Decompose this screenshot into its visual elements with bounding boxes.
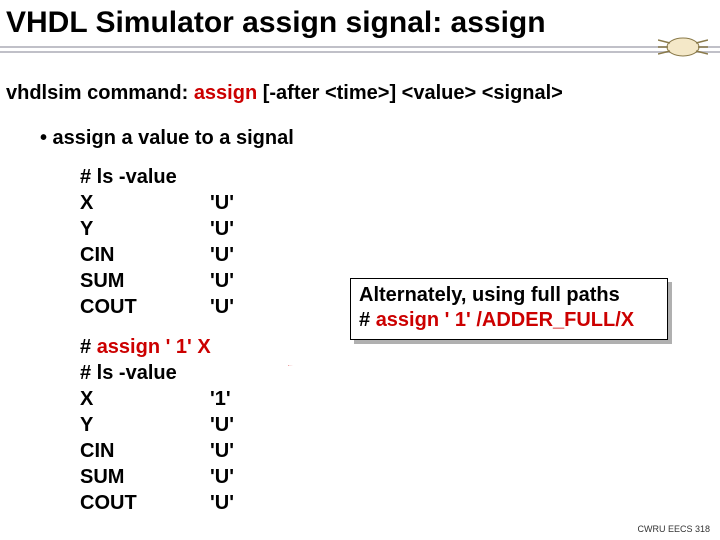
assign-command-red: assign ' 1' X: [97, 336, 211, 358]
signal-name: X: [80, 386, 210, 412]
ls-command-2: # ls -value: [80, 360, 720, 386]
terminal-block-2: # ls -value X'1'Y'U'CIN'U'SUM'U'COUT'U': [0, 360, 720, 516]
signal-value: 'U': [210, 190, 234, 216]
signal-value: 'U': [210, 242, 234, 268]
bullet-description: • assign a value to a signal: [0, 105, 720, 150]
command-keyword: assign: [194, 82, 257, 104]
signal-name: CIN: [80, 242, 210, 268]
callout-line1: Alternately, using full paths: [359, 283, 659, 308]
chip-icon: [658, 32, 708, 62]
footer-text: CWRU EECS 318: [637, 524, 710, 534]
signal-row: CIN'U': [80, 438, 720, 464]
signal-row: SUM'U': [80, 464, 720, 490]
signal-name: Y: [80, 412, 210, 438]
signal-name: SUM: [80, 464, 210, 490]
command-args: [-after <time>] <value> <signal>: [257, 82, 563, 104]
signal-name: CIN: [80, 438, 210, 464]
signal-row: COUT'U': [80, 490, 720, 516]
signal-value: 'U': [210, 490, 234, 516]
signal-value: 'U': [210, 216, 234, 242]
signal-value: 'U': [210, 464, 234, 490]
arrow-icon: [228, 365, 356, 367]
signal-name: COUT: [80, 490, 210, 516]
signal-value: 'U': [210, 412, 234, 438]
signal-row: X'1': [80, 386, 720, 412]
callout-command-red: assign ' 1' /ADDER_FULL/X: [376, 309, 634, 331]
signal-name: X: [80, 190, 210, 216]
signal-row: CIN'U': [80, 242, 720, 268]
signal-value: 'U': [210, 294, 234, 320]
signal-row: Y'U': [80, 216, 720, 242]
command-syntax: vhdlsim command: assign [-after <time>] …: [0, 68, 720, 105]
signal-row: X'U': [80, 190, 720, 216]
hash-prompt: #: [80, 336, 97, 358]
signal-row: Y'U': [80, 412, 720, 438]
divider: [0, 46, 720, 68]
signal-name: COUT: [80, 294, 210, 320]
command-prefix: vhdlsim command:: [6, 82, 194, 104]
signal-name: SUM: [80, 268, 210, 294]
signal-value: 'U': [210, 438, 234, 464]
callout-box: Alternately, using full paths # assign '…: [350, 278, 668, 340]
callout-hash: #: [359, 309, 376, 331]
signal-value: 'U': [210, 268, 234, 294]
ls-command-1: # ls -value: [80, 164, 720, 190]
signal-name: Y: [80, 216, 210, 242]
slide-title: VHDL Simulator assign signal: assign: [0, 0, 720, 44]
signal-value: '1': [210, 386, 231, 412]
